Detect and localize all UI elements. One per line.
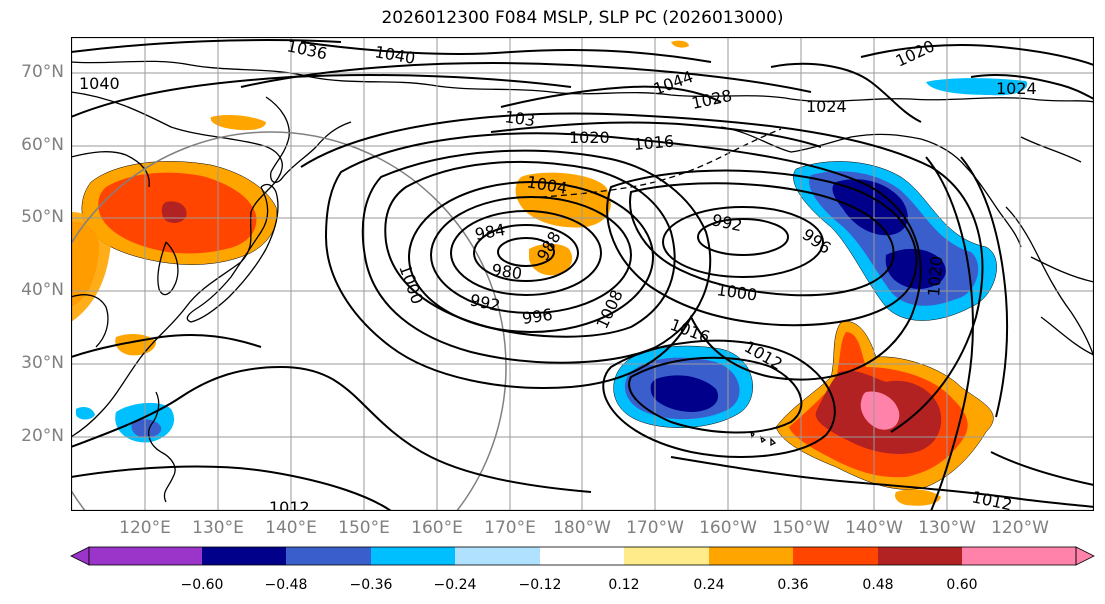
contour-label: 1012	[269, 498, 310, 511]
colorbar-segment	[624, 547, 709, 565]
colorbar-segment	[962, 547, 1076, 565]
contour-label: 1016	[633, 132, 675, 154]
map-frame	[71, 37, 1094, 511]
colorbar-tick-label: −0.24	[433, 577, 477, 593]
colorbar-tick-labels: −0.60 −0.48 −0.36 −0.24 −0.12 0.12 0.24 …	[0, 577, 1105, 597]
contour-label: 1024	[806, 97, 847, 116]
lon-label: 140°W	[845, 518, 903, 538]
contour-label: 1020	[924, 255, 946, 297]
contour-label: 1040	[79, 74, 120, 93]
contour-label: 103	[503, 107, 536, 130]
negative-anomaly-arctic	[926, 78, 1028, 96]
coastline-na-interior	[1020, 136, 1094, 356]
colorbar-segment	[89, 547, 202, 565]
colorbar-segment	[878, 547, 962, 565]
colorbar-segment	[286, 547, 371, 565]
coastlines	[71, 60, 1094, 503]
contour-label: 996	[521, 305, 554, 328]
colorbar-tick-label: 0.12	[608, 577, 640, 593]
contour-label: 1012	[970, 487, 1014, 511]
colorbar-tick-label: −0.36	[349, 577, 393, 593]
coastline-asia	[71, 91, 283, 438]
longitude-axis: 120°E 130°E 140°E 150°E 160°E 170°E 180°…	[71, 518, 1094, 540]
colorbar-segment	[371, 547, 455, 565]
coastline-arctic	[71, 60, 1094, 103]
coastline-japan	[186, 183, 279, 323]
anomaly-shading	[71, 40, 1028, 506]
colorbar-segment	[202, 547, 286, 565]
negative-anomaly-westpac	[76, 407, 95, 420]
contour-label: 1020	[569, 128, 610, 147]
lon-label: 180°W	[553, 518, 611, 538]
lat-label: 70°N	[21, 62, 64, 82]
negative-anomaly-philippine-core	[131, 419, 162, 438]
positive-anomaly-southern	[895, 489, 941, 506]
lon-label: 150°W	[772, 518, 830, 538]
negative-anomaly-ne-pacific-core	[832, 179, 908, 236]
coastline-korea	[157, 241, 179, 296]
colorbar-segment	[455, 547, 540, 565]
colorbar-frame	[88, 546, 1077, 566]
lat-label: 50°N	[21, 207, 64, 227]
colorbar-segments	[70, 546, 1095, 566]
positive-anomaly-east-pacific-core	[860, 391, 900, 430]
negative-anomaly-subtropical-core	[650, 375, 719, 412]
colorbar-tick-label: 0.36	[777, 577, 809, 593]
contour-label: 980	[490, 260, 523, 283]
lat-label: 40°N	[21, 280, 64, 300]
map-panel: 1036 1040 1040 1044 1028 103 1020 1016 1…	[71, 37, 1094, 511]
lon-label: 170°E	[484, 518, 536, 538]
coastline-aleutians	[540, 128, 782, 198]
lon-label: 120°E	[119, 518, 171, 538]
lon-label: 160°E	[411, 518, 463, 538]
contour-label: 1024	[996, 79, 1037, 98]
lon-label: 130°W	[918, 518, 976, 538]
lon-label: 170°W	[626, 518, 684, 538]
lon-label: 120°W	[991, 518, 1049, 538]
colorbar-extend-low	[70, 546, 90, 566]
lat-label: 20°N	[21, 426, 64, 446]
lon-label: 160°W	[699, 518, 757, 538]
coastline-taiwan-philippines	[148, 391, 176, 503]
colorbar-segment	[793, 547, 878, 565]
lat-label: 60°N	[21, 135, 64, 155]
colorbar-segment	[540, 547, 624, 565]
colorbar-tick-label: 0.60	[946, 577, 978, 593]
colorbar-extend-high	[1075, 546, 1095, 566]
colorbar-tick-label: −0.60	[180, 577, 224, 593]
colorbar-tick-label: −0.12	[518, 577, 562, 593]
colorbar-tick-label: 0.48	[862, 577, 894, 593]
colorbar-tick-label: 0.24	[693, 577, 725, 593]
colorbar-segment	[709, 547, 793, 565]
mslp-contours	[71, 39, 1094, 511]
lon-label: 140°E	[265, 518, 317, 538]
range-circle	[71, 131, 507, 511]
latitude-axis: 70°N 60°N 50°N 40°N 30°N 20°N	[0, 37, 64, 511]
chart-title: 2026012300 F084 MSLP, SLP PC (2026013000…	[381, 8, 784, 28]
coastline-hawaii	[750, 430, 777, 447]
colorbar-tick-label: −0.48	[264, 577, 308, 593]
coastline-na-west	[1005, 206, 1094, 358]
positive-anomaly-siberia	[210, 114, 266, 131]
positive-anomaly-arctic-small	[671, 40, 689, 48]
coastline-alaska	[720, 126, 1022, 248]
coastline-china-interior	[71, 151, 150, 348]
lon-label: 130°E	[192, 518, 244, 538]
lon-label: 150°E	[338, 518, 390, 538]
lat-label: 30°N	[21, 353, 64, 373]
colorbar	[70, 546, 1095, 566]
